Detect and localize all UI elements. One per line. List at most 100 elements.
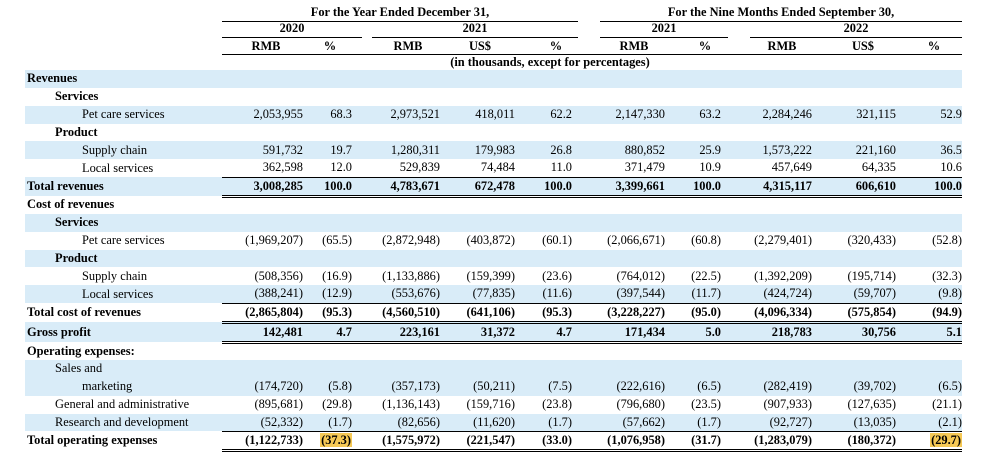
value-cell: (13,035) bbox=[812, 413, 896, 432]
header-rule bbox=[222, 37, 362, 38]
row-label: Revenues bbox=[25, 70, 222, 88]
value-cell bbox=[665, 213, 721, 232]
row-label: Total operating expenses bbox=[27, 433, 158, 448]
value-cell bbox=[440, 88, 515, 106]
value-cell bbox=[515, 342, 572, 360]
value-cell: 19.7 bbox=[303, 141, 352, 160]
value-cell bbox=[721, 342, 812, 360]
row-label: Supply chain bbox=[82, 268, 148, 283]
value-cell bbox=[515, 70, 572, 88]
row-label: Local services bbox=[25, 285, 222, 304]
table-row: Gross profit 142,481 4.7 223,161 31,372 4.7 17… bbox=[25, 322, 962, 344]
value-cell bbox=[222, 213, 303, 232]
value-cell bbox=[352, 342, 440, 360]
table-row: Pet care services 2,053,955 68.3 2,973,521 4… bbox=[25, 105, 962, 124]
value-cell: (1,122,733) bbox=[222, 431, 303, 452]
value-cell bbox=[572, 249, 665, 268]
row-label: Services bbox=[25, 213, 222, 232]
value-cell bbox=[222, 249, 303, 268]
value-cell: 26.8 bbox=[515, 141, 572, 160]
header-rule bbox=[372, 37, 578, 38]
value-cell: (29.7) bbox=[896, 431, 962, 452]
column-header: % bbox=[323, 39, 337, 53]
table-row: Local services 362,598 12.0 529,839 74,484 11… bbox=[25, 159, 962, 178]
value-cell bbox=[896, 70, 962, 88]
value-cell: (320,433) bbox=[847, 233, 896, 248]
value-cell bbox=[352, 213, 440, 232]
value-cell bbox=[515, 124, 572, 142]
value-cell: (641,106) bbox=[440, 303, 515, 324]
value-cell: 31,372 bbox=[440, 322, 515, 344]
statement-table: Revenues Services Pet care services 2,053,9… bbox=[25, 70, 962, 452]
header-group-year: For the Year Ended December 31, bbox=[310, 5, 490, 19]
value-cell bbox=[665, 88, 721, 106]
value-cell: 2,284,246 bbox=[721, 105, 812, 124]
value-cell: (388,241) bbox=[222, 285, 303, 304]
value-cell: (2,865,804) bbox=[222, 303, 303, 324]
value-cell bbox=[896, 359, 962, 378]
value-cell: (397,544) bbox=[572, 285, 665, 304]
value-cell: (403,872) bbox=[466, 233, 515, 248]
row-label: Gross profit bbox=[25, 322, 222, 343]
value-cell bbox=[440, 359, 515, 378]
value-cell: 457,649 bbox=[721, 159, 812, 178]
table-row: Revenues bbox=[25, 70, 962, 88]
value-cell: 1,573,222 bbox=[721, 141, 812, 160]
row-label: Pet care services bbox=[25, 105, 222, 124]
value-cell: 52.9 bbox=[896, 105, 962, 124]
column-header: RMB bbox=[393, 39, 423, 53]
value-cell bbox=[665, 70, 721, 88]
value-cell bbox=[896, 124, 962, 142]
value-cell: 606,610 bbox=[812, 177, 896, 198]
value-cell: (23.8) bbox=[542, 397, 572, 412]
value-cell: (92,727) bbox=[721, 413, 812, 432]
value-cell: (32.3) bbox=[932, 268, 962, 283]
value-cell bbox=[721, 124, 812, 142]
value-cell bbox=[665, 196, 721, 214]
highlighted-value: (37.3) bbox=[320, 432, 352, 447]
value-cell bbox=[440, 70, 515, 88]
value-cell: 4,783,671 bbox=[352, 177, 440, 198]
value-cell: (1,133,886) bbox=[382, 268, 440, 283]
value-cell bbox=[440, 213, 515, 232]
value-cell: (52.8) bbox=[932, 233, 962, 248]
value-cell bbox=[572, 213, 665, 232]
value-cell bbox=[812, 196, 896, 214]
row-label: Total cost of revenues bbox=[27, 305, 141, 320]
table-row: Services bbox=[25, 88, 962, 106]
value-cell bbox=[222, 359, 303, 378]
value-cell: (575,854) bbox=[812, 303, 896, 324]
value-cell: 362,598 bbox=[222, 159, 303, 178]
value-cell bbox=[222, 342, 303, 360]
value-cell bbox=[721, 70, 812, 88]
value-cell: (31.7) bbox=[665, 431, 721, 452]
row-label: Research and development bbox=[25, 413, 222, 432]
value-cell bbox=[515, 249, 572, 268]
value-cell: (424,724) bbox=[721, 285, 812, 304]
value-cell: 2,147,330 bbox=[572, 105, 665, 124]
value-cell: (9.8) bbox=[896, 285, 962, 304]
value-cell bbox=[721, 88, 812, 106]
value-cell: (1,969,207) bbox=[245, 233, 303, 248]
value-cell: (907,933) bbox=[763, 397, 812, 412]
value-cell bbox=[303, 213, 352, 232]
value-cell bbox=[812, 342, 896, 360]
row-label: Product bbox=[55, 124, 98, 139]
value-cell: 30,756 bbox=[812, 322, 896, 344]
column-header: % bbox=[549, 39, 563, 53]
value-cell bbox=[303, 70, 352, 88]
table-row: Cost of revenues bbox=[25, 196, 962, 214]
value-cell: (21.1) bbox=[932, 397, 962, 412]
value-cell bbox=[572, 196, 665, 214]
value-cell: (2.1) bbox=[896, 413, 962, 432]
table-row: Supply chain 591,732 19.7 1,280,311 179,983 2… bbox=[25, 141, 962, 160]
value-cell: (1.7) bbox=[515, 413, 572, 432]
column-header: RMB bbox=[767, 39, 797, 53]
value-cell: (508,356) bbox=[254, 268, 303, 283]
value-cell: (1,283,079) bbox=[721, 431, 812, 452]
header-rule bbox=[600, 21, 962, 22]
value-cell: (159,399) bbox=[466, 268, 515, 283]
value-cell: 371,479 bbox=[572, 159, 665, 178]
column-header: % bbox=[698, 39, 712, 53]
value-cell: 4.7 bbox=[515, 322, 572, 344]
